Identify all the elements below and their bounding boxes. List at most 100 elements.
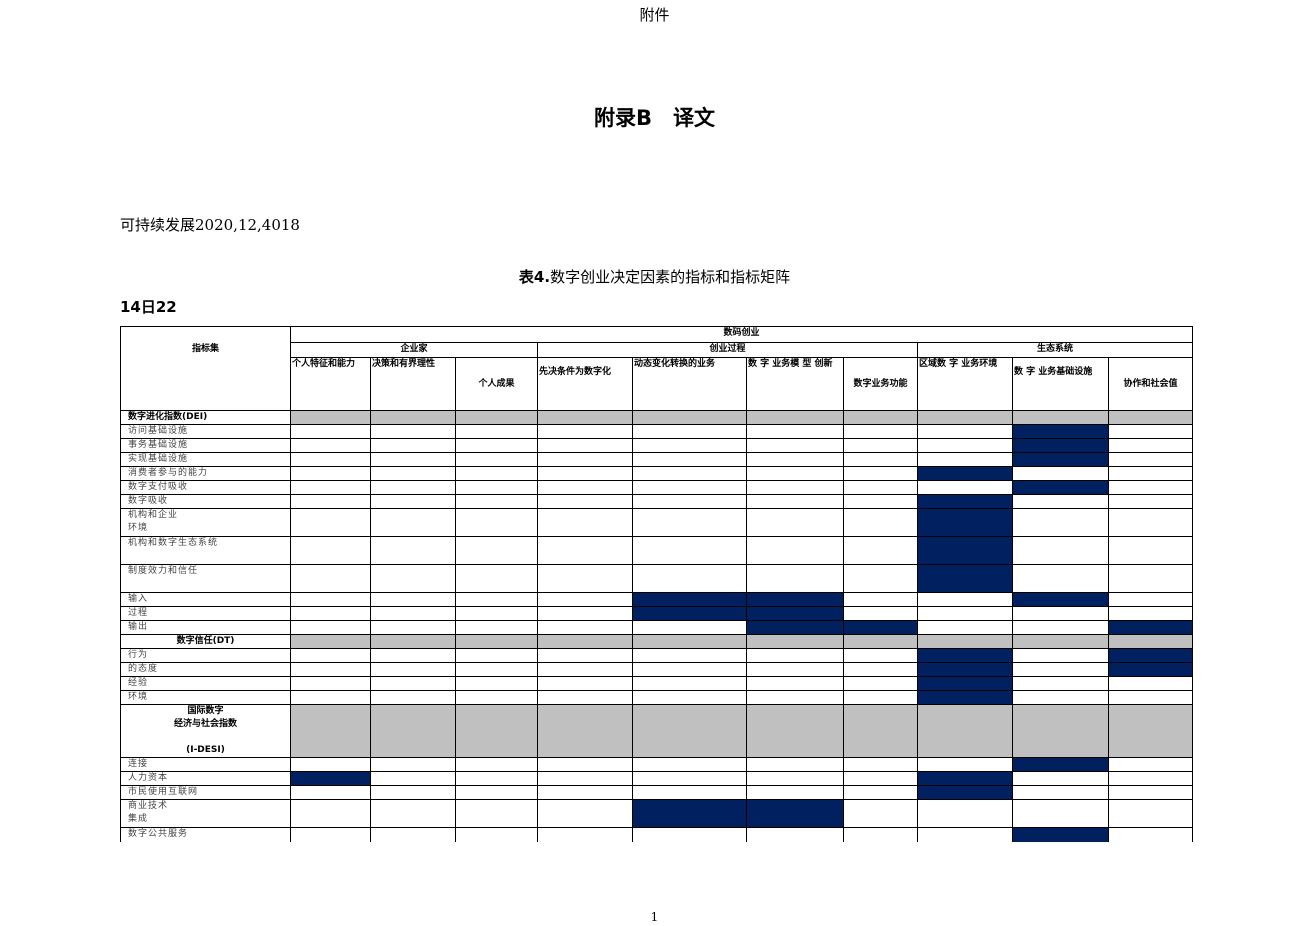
empty-cell [290, 592, 371, 607]
table-row: 机构和数字生态系统 [120, 536, 1194, 565]
table-row: 数字公共服务 [120, 827, 1194, 842]
filled-cell [746, 592, 844, 607]
empty-cell [537, 648, 633, 663]
table-row: 人力资本 [120, 771, 1194, 786]
filled-cell [632, 592, 747, 607]
empty-cell [537, 827, 633, 842]
empty-cell [843, 690, 918, 705]
empty-cell [455, 480, 538, 495]
table-row: 消费者参与的能力 [120, 466, 1194, 481]
empty-cell [632, 494, 747, 509]
empty-cell [455, 438, 538, 453]
section-cell [1012, 410, 1109, 425]
empty-cell [843, 662, 918, 677]
empty-cell [843, 494, 918, 509]
empty-cell [1012, 564, 1109, 593]
empty-cell [1107, 438, 1194, 453]
empty-cell [843, 771, 918, 786]
section-cell [632, 634, 747, 649]
empty-cell [455, 662, 538, 677]
empty-cell [455, 757, 538, 772]
caption-label: 表4. [518, 268, 551, 286]
filled-cell [917, 494, 1013, 509]
section-cell [746, 704, 844, 758]
empty-cell [632, 466, 747, 481]
row-label: 行为 [120, 648, 291, 663]
empty-cell [290, 757, 371, 772]
empty-cell [843, 676, 918, 691]
empty-cell [632, 771, 747, 786]
empty-cell [917, 438, 1013, 453]
empty-cell [746, 785, 844, 800]
empty-cell [290, 564, 371, 593]
row-label: 数字吸收 [120, 494, 291, 509]
filled-cell [917, 662, 1013, 677]
caption-text: 数字创业决定因素的指标和指标矩阵 [550, 268, 791, 286]
filled-cell [843, 620, 918, 635]
empty-cell [632, 827, 747, 842]
empty-cell [537, 757, 633, 772]
empty-cell [455, 424, 538, 439]
empty-cell [843, 592, 918, 607]
section-cell [370, 634, 456, 649]
empty-cell [917, 827, 1013, 842]
filled-cell [746, 799, 844, 828]
row-label: 的态度 [120, 662, 291, 677]
empty-cell [632, 508, 747, 537]
filled-cell [1107, 620, 1194, 635]
row-label: 机构和数字生态系统 [120, 536, 291, 565]
column-header: 先决条件为数字化 [537, 357, 633, 411]
empty-cell [1012, 771, 1109, 786]
empty-cell [1012, 799, 1109, 828]
empty-cell [370, 785, 456, 800]
empty-cell [1012, 676, 1109, 691]
page-reference: 14日22 [120, 298, 177, 316]
empty-cell [746, 480, 844, 495]
table-row: 实现基础设施 [120, 452, 1194, 467]
section-cell [1107, 704, 1194, 758]
empty-cell [843, 785, 918, 800]
section-cell [917, 704, 1013, 758]
empty-cell [537, 564, 633, 593]
table-row: 过程 [120, 606, 1194, 621]
empty-cell [537, 662, 633, 677]
row-label: 数字公共服务 [120, 827, 291, 842]
empty-cell [632, 480, 747, 495]
filled-cell [632, 606, 747, 621]
empty-cell [1107, 676, 1194, 691]
empty-cell [746, 676, 844, 691]
table-row: 经验 [120, 676, 1194, 691]
empty-cell [1107, 785, 1194, 800]
filled-cell [1012, 592, 1109, 607]
empty-cell [843, 757, 918, 772]
empty-cell [1107, 424, 1194, 439]
empty-cell [290, 536, 371, 565]
empty-cell [746, 690, 844, 705]
section-cell [917, 410, 1013, 425]
empty-cell [917, 620, 1013, 635]
empty-cell [455, 676, 538, 691]
section-cell [746, 634, 844, 649]
table-row: 制度效力和信任 [120, 564, 1194, 593]
empty-cell [290, 799, 371, 828]
empty-cell [1107, 466, 1194, 481]
empty-cell [290, 690, 371, 705]
empty-cell [746, 662, 844, 677]
empty-cell [370, 564, 456, 593]
empty-cell [455, 690, 538, 705]
empty-cell [1107, 480, 1194, 495]
empty-cell [290, 466, 371, 481]
empty-cell [370, 494, 456, 509]
filled-cell [917, 564, 1013, 593]
empty-cell [455, 494, 538, 509]
empty-cell [632, 690, 747, 705]
empty-cell [843, 438, 918, 453]
empty-cell [370, 466, 456, 481]
empty-cell [455, 606, 538, 621]
filled-cell [917, 466, 1013, 481]
section-cell [746, 410, 844, 425]
empty-cell [917, 606, 1013, 621]
empty-cell [843, 564, 918, 593]
section-cell [370, 704, 456, 758]
empty-cell [370, 438, 456, 453]
